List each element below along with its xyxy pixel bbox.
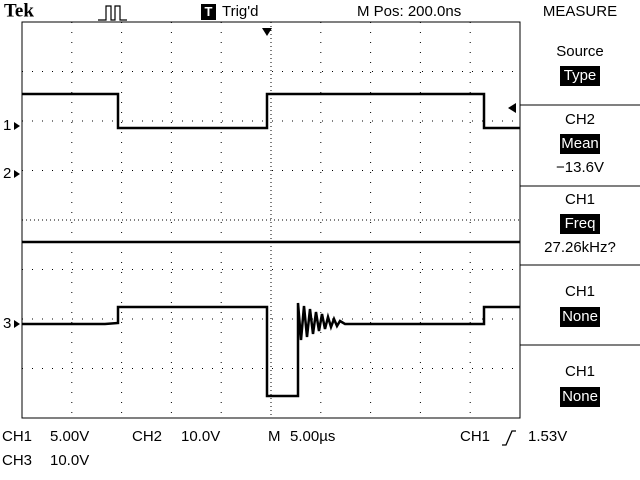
menu-reading: 27.26kHz?: [544, 239, 616, 256]
menu-reading: −13.6V: [556, 159, 604, 176]
channel-arrow: [14, 122, 20, 130]
time-scale: 5.00µs: [290, 428, 335, 445]
menu-selected: None: [562, 308, 598, 325]
trigger-position-marker: [262, 28, 272, 36]
menu-selected-box: [560, 214, 600, 234]
menu-selected-box: [560, 387, 600, 407]
menu-selected-box: [560, 134, 600, 154]
ch3-trace: [22, 302, 520, 398]
ch1-trace: [22, 92, 520, 130]
menu-selected-box: [560, 307, 600, 327]
rising-edge-icon: [502, 430, 516, 446]
channel-marker: 1: [3, 117, 11, 134]
trigger-level: 1.53V: [528, 428, 567, 445]
trigger-level-marker: [508, 103, 516, 113]
channel-marker: 3: [3, 315, 11, 332]
menu-selected: Freq: [565, 215, 596, 232]
trigger-icon-box: [201, 4, 216, 20]
channel-arrow: [14, 320, 20, 328]
menu-selected-box: [560, 66, 600, 86]
menu-label: CH1: [565, 283, 595, 300]
graticule: [22, 22, 520, 418]
channel-marker: 2: [3, 165, 11, 182]
menu-label: CH1: [565, 191, 595, 208]
ch1-label: CH1: [2, 428, 32, 445]
graticule-frame: [21, 21, 521, 419]
menu-selected: Mean: [561, 135, 599, 152]
acquire-icon: [98, 5, 127, 21]
menu-selected: Type: [564, 67, 597, 84]
channel-arrow: [14, 170, 20, 178]
ch1-scale: 5.00V: [50, 428, 89, 445]
menu-label: CH1: [565, 363, 595, 380]
ch2-label: CH2: [132, 428, 162, 445]
ch3-label: CH3: [2, 452, 32, 469]
trigger-source: CH1: [460, 428, 490, 445]
horizontal-position: M Pos: 200.0ns: [357, 3, 461, 20]
trigger-icon: T: [205, 4, 213, 19]
menu-selected: None: [562, 388, 598, 405]
menu-title: MEASURE: [543, 3, 617, 20]
trigger-status: Trig'd: [222, 3, 258, 20]
ch2-scale: 10.0V: [181, 428, 220, 445]
brand: Tek: [4, 0, 34, 21]
measure-menu: Source Type CH2 Mean −13.6V CH1 Freq 27.26kHz? C…: [520, 43, 640, 407]
menu-label: CH2: [565, 111, 595, 128]
menu-label: Source: [556, 43, 604, 60]
time-label: M: [268, 428, 281, 445]
ch3-scale: 10.0V: [50, 452, 89, 469]
